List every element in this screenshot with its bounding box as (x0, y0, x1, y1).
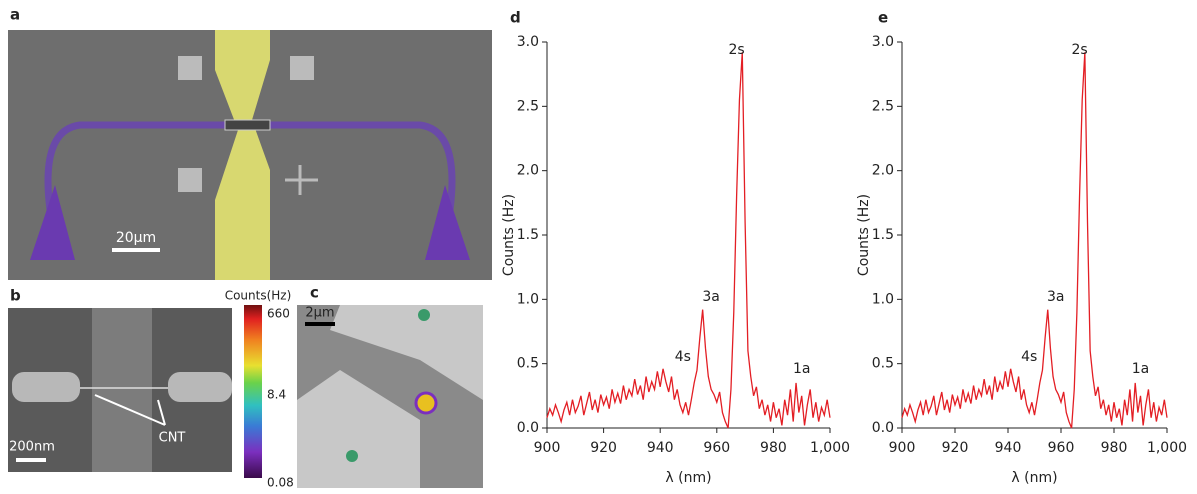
x-axis-label: λ (nm) (665, 470, 711, 486)
panel-label: b (10, 287, 21, 305)
x-tick-label: 940 (647, 440, 674, 456)
y-tick-label: 3.0 (517, 34, 539, 50)
spectrum-line (901, 52, 1168, 429)
y-tick-label: 3.0 (872, 34, 894, 50)
scale-label: 200nm (9, 440, 55, 455)
peak-annotation: 1a (1132, 361, 1150, 377)
x-tick-label: 1,000 (1147, 440, 1187, 456)
peak-annotation: 3a (1047, 289, 1065, 305)
x-tick-label: 980 (760, 440, 787, 456)
x-tick-label: 900 (889, 440, 916, 456)
y-tick-label: 0.0 (517, 420, 539, 436)
peak-annotation: 2s (1071, 42, 1087, 58)
annotation: CNT (159, 431, 186, 446)
x-axis-label: λ (nm) (1011, 470, 1057, 486)
y-tick-label: 0.5 (517, 356, 539, 372)
y-tick-label: 0.0 (872, 420, 894, 436)
panel-label: e (878, 9, 888, 27)
scale-label: 2μm (305, 306, 334, 321)
peak-annotation: 1a (793, 361, 811, 377)
micrograph-c (297, 305, 483, 488)
y-tick-label: 2.0 (872, 163, 894, 179)
colorbar-title: Counts(Hz) (225, 289, 292, 303)
x-tick-label: 980 (1101, 440, 1128, 456)
colorbar-tick: 660 (267, 307, 290, 321)
y-tick-label: 1.5 (517, 227, 539, 243)
colorbar-tick: 0.08 (267, 476, 294, 490)
peak-annotation: 2s (729, 42, 745, 58)
y-axis-label: Counts (Hz) (501, 194, 517, 276)
x-tick-label: 900 (534, 440, 561, 456)
spectrum-line (546, 52, 831, 429)
colorbar-tick: 8.4 (267, 388, 286, 402)
colorbar (244, 305, 262, 478)
scale-label: 20μm (116, 230, 156, 246)
panel-label: d (510, 9, 521, 27)
x-tick-label: 1,000 (810, 440, 850, 456)
micrograph-b (8, 308, 232, 472)
y-tick-label: 2.0 (517, 163, 539, 179)
y-tick-label: 1.0 (517, 291, 539, 307)
panel-label: c (310, 284, 319, 302)
panel-label: a (10, 6, 20, 24)
x-tick-label: 940 (995, 440, 1022, 456)
y-axis-label: Counts (Hz) (856, 194, 872, 276)
micrograph-a (8, 30, 492, 280)
y-tick-label: 0.5 (872, 356, 894, 372)
peak-annotation: 4s (675, 349, 691, 365)
peak-annotation: 3a (702, 289, 720, 305)
y-tick-label: 1.0 (872, 291, 894, 307)
peak-annotation: 4s (1021, 349, 1037, 365)
x-tick-label: 920 (942, 440, 969, 456)
x-tick-label: 960 (1048, 440, 1075, 456)
x-tick-label: 920 (590, 440, 617, 456)
y-tick-label: 2.5 (872, 98, 894, 114)
y-tick-label: 2.5 (517, 98, 539, 114)
y-tick-label: 1.5 (872, 227, 894, 243)
x-tick-label: 960 (703, 440, 730, 456)
